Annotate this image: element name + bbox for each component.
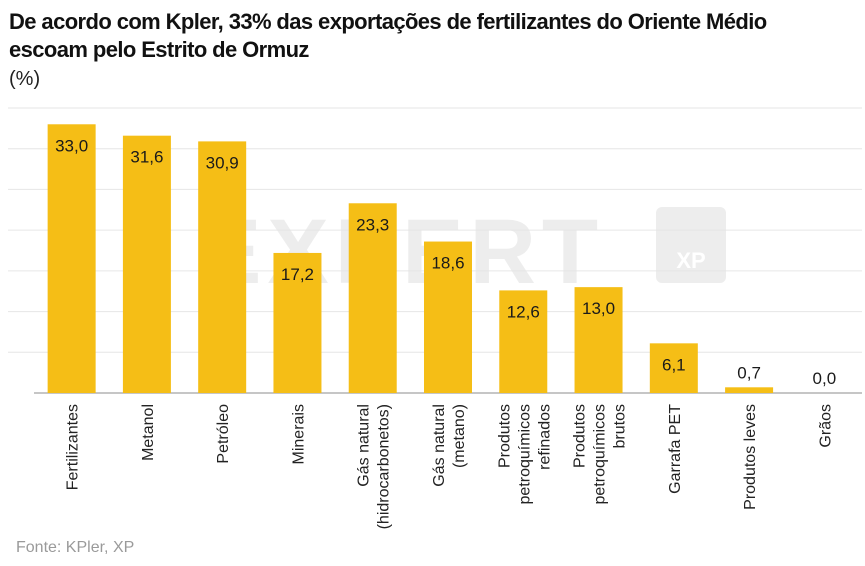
x-tick-label-line: Fertilizantes xyxy=(65,404,82,490)
x-tick-label-line: refinados xyxy=(536,404,553,470)
x-tick-label-line: Grãos xyxy=(817,404,834,448)
bar-value-label: 12,6 xyxy=(507,302,540,321)
bar xyxy=(574,287,623,393)
bar-value-label: 17,2 xyxy=(281,265,314,284)
x-tick-label: Minerais xyxy=(290,404,307,464)
bar-value-label: 0,7 xyxy=(737,363,761,382)
watermark-text: EXPERT xyxy=(200,201,604,303)
watermark-logo-text: XP xyxy=(676,248,705,273)
x-tick-label-line: Produtos xyxy=(496,404,513,468)
x-tick-label: Produtos petroquímicos refinados xyxy=(496,404,553,505)
bar-value-label: 31,6 xyxy=(130,148,163,167)
bar-value-label: 33,0 xyxy=(55,136,88,155)
unit-label: (%) xyxy=(9,68,41,90)
x-tick-label-line: Gás natural xyxy=(356,404,373,487)
x-tick-label-line: Produtos xyxy=(572,404,589,468)
x-tick-label: Produtos petroquímicos brutos xyxy=(572,404,629,505)
chart-title: De acordo com Kpler, 33% das exportações… xyxy=(9,9,767,62)
x-tick-label-line: (metano) xyxy=(451,404,468,468)
x-tick-label: Garrafa PET xyxy=(667,404,684,494)
x-tick-label-line: petroquímicos xyxy=(516,404,533,505)
bar xyxy=(198,141,247,393)
x-tick-label: Gás natural (metano) xyxy=(431,404,468,487)
bar-value-label: 23,3 xyxy=(356,215,389,234)
x-tick-label: Petróleo xyxy=(215,404,232,464)
bar-value-label: 0,0 xyxy=(813,369,837,388)
bar xyxy=(424,241,472,393)
bar xyxy=(47,124,96,394)
bar-value-label: 13,0 xyxy=(582,299,615,318)
x-tick-label-line: (hidrocarbonetos) xyxy=(376,404,393,529)
watermark-logo xyxy=(656,207,726,283)
bar xyxy=(122,135,171,393)
x-tick-label: Grãos xyxy=(817,404,834,448)
x-tick-label: Metanol xyxy=(140,404,157,461)
x-tick-label-line: Garrafa PET xyxy=(667,404,684,494)
x-tick-label: Gás natural (hidrocarbonetos) xyxy=(356,404,393,529)
x-tick-label-line: Produtos leves xyxy=(742,404,759,510)
x-tick-label-line: Petróleo xyxy=(215,404,232,464)
bar-value-label: 6,1 xyxy=(662,355,686,374)
bar-value-label: 18,6 xyxy=(431,254,464,273)
bar xyxy=(273,252,322,393)
bar-value-label: 30,9 xyxy=(206,153,239,172)
x-tick-label: Produtos leves xyxy=(742,404,759,510)
x-tick-label-line: Gás natural xyxy=(431,404,448,487)
bar xyxy=(649,343,698,393)
x-tick-label-line: Minerais xyxy=(290,404,307,464)
x-tick-label: Fertilizantes xyxy=(65,404,82,490)
bar xyxy=(348,203,397,393)
x-tick-label-line: petroquímicos xyxy=(592,404,609,505)
bar xyxy=(499,290,548,393)
x-tick-label-line: Metanol xyxy=(140,404,157,461)
bar xyxy=(725,387,774,393)
x-tick-label-line: brutos xyxy=(612,404,629,448)
source-note: Fonte: KPler, XP xyxy=(16,539,135,556)
